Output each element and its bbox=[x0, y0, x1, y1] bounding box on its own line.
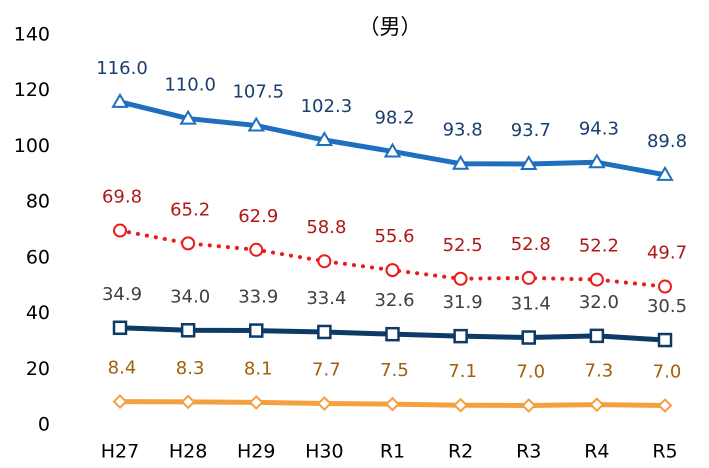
data-label: 107.5 bbox=[232, 82, 284, 103]
marker bbox=[180, 323, 196, 338]
x-tick-label: R1 bbox=[380, 441, 405, 463]
y-tick-label: 0 bbox=[38, 414, 50, 436]
marker bbox=[453, 397, 469, 413]
data-label: 31.4 bbox=[511, 294, 551, 315]
data-label: 98.2 bbox=[374, 107, 414, 128]
data-label: 62.9 bbox=[238, 206, 278, 227]
marker bbox=[589, 397, 605, 413]
marker bbox=[453, 328, 468, 344]
data-label: 8.4 bbox=[108, 358, 137, 379]
data-label: 55.6 bbox=[374, 226, 414, 247]
marker bbox=[316, 396, 332, 411]
marker bbox=[249, 242, 264, 257]
marker bbox=[179, 109, 197, 125]
data-label: 116.0 bbox=[96, 58, 148, 79]
data-label: 31.9 bbox=[443, 292, 483, 313]
data-label: 7.0 bbox=[516, 362, 545, 383]
data-label: 7.3 bbox=[585, 361, 614, 382]
x-tick-label: H28 bbox=[169, 441, 207, 463]
data-label: 7.5 bbox=[380, 360, 409, 381]
marker bbox=[451, 154, 470, 170]
x-tick-label: R3 bbox=[516, 441, 541, 463]
y-tick-label: 120 bbox=[14, 79, 50, 101]
marker bbox=[520, 154, 538, 170]
data-label: 33.9 bbox=[238, 287, 278, 308]
marker bbox=[111, 92, 129, 108]
marker bbox=[112, 320, 128, 336]
y-tick-label: 80 bbox=[26, 191, 50, 213]
marker bbox=[180, 394, 196, 410]
data-label: 49.7 bbox=[647, 243, 687, 264]
y-tick-label: 20 bbox=[26, 358, 50, 380]
marker bbox=[657, 398, 673, 413]
marker bbox=[317, 254, 332, 269]
marker bbox=[521, 270, 536, 285]
marker bbox=[249, 323, 264, 338]
x-tick-label: R4 bbox=[584, 441, 609, 463]
y-tick-label: 100 bbox=[14, 135, 50, 157]
data-label: 34.0 bbox=[170, 286, 210, 307]
x-tick-label: H30 bbox=[305, 441, 343, 463]
marker bbox=[248, 395, 264, 410]
marker bbox=[588, 153, 606, 169]
data-label: 7.0 bbox=[653, 362, 682, 383]
data-label: 58.8 bbox=[306, 217, 346, 238]
marker bbox=[453, 271, 468, 286]
y-tick-label: 60 bbox=[26, 246, 50, 268]
marker bbox=[181, 236, 196, 251]
data-label: 110.0 bbox=[164, 75, 216, 96]
data-label: 34.9 bbox=[102, 284, 142, 305]
data-label: 65.2 bbox=[170, 199, 210, 220]
marker bbox=[521, 330, 536, 345]
y-tick-label: 40 bbox=[26, 302, 50, 324]
data-label: 32.0 bbox=[579, 292, 619, 313]
data-label: 32.6 bbox=[374, 290, 414, 311]
marker bbox=[385, 263, 400, 278]
data-label: 69.8 bbox=[102, 187, 142, 208]
marker bbox=[658, 279, 672, 294]
data-label: 52.5 bbox=[443, 235, 483, 256]
data-label: 7.7 bbox=[312, 360, 341, 381]
data-label: 93.8 bbox=[443, 120, 483, 141]
data-label: 8.1 bbox=[244, 358, 273, 379]
series-line bbox=[118, 228, 667, 289]
marker bbox=[112, 394, 128, 410]
y-tick-label: 140 bbox=[14, 24, 50, 46]
data-label: 52.2 bbox=[579, 236, 619, 257]
marker bbox=[656, 165, 674, 181]
marker bbox=[317, 324, 332, 340]
data-label: 8.3 bbox=[176, 358, 205, 379]
data-label: 94.3 bbox=[579, 118, 619, 139]
marker bbox=[521, 398, 537, 413]
marker bbox=[385, 326, 400, 342]
x-tick-label: R2 bbox=[448, 441, 473, 463]
data-label: 93.7 bbox=[511, 120, 551, 141]
x-tick-label: H29 bbox=[237, 441, 275, 463]
data-label: 102.3 bbox=[301, 96, 353, 117]
x-tick-label: H27 bbox=[101, 441, 139, 463]
data-label: 30.5 bbox=[647, 296, 687, 317]
marker bbox=[247, 116, 265, 132]
data-label: 52.8 bbox=[511, 234, 551, 255]
x-tick-label: R5 bbox=[652, 441, 677, 463]
data-label: 7.1 bbox=[448, 361, 477, 382]
marker bbox=[113, 223, 127, 238]
marker bbox=[315, 131, 334, 147]
marker bbox=[385, 396, 400, 412]
chart-title: （男） bbox=[359, 15, 422, 39]
data-label: 33.4 bbox=[306, 288, 346, 309]
marker bbox=[589, 272, 604, 287]
marker bbox=[657, 332, 673, 348]
marker bbox=[383, 142, 402, 158]
data-label: 89.8 bbox=[647, 131, 687, 152]
marker bbox=[589, 328, 605, 344]
